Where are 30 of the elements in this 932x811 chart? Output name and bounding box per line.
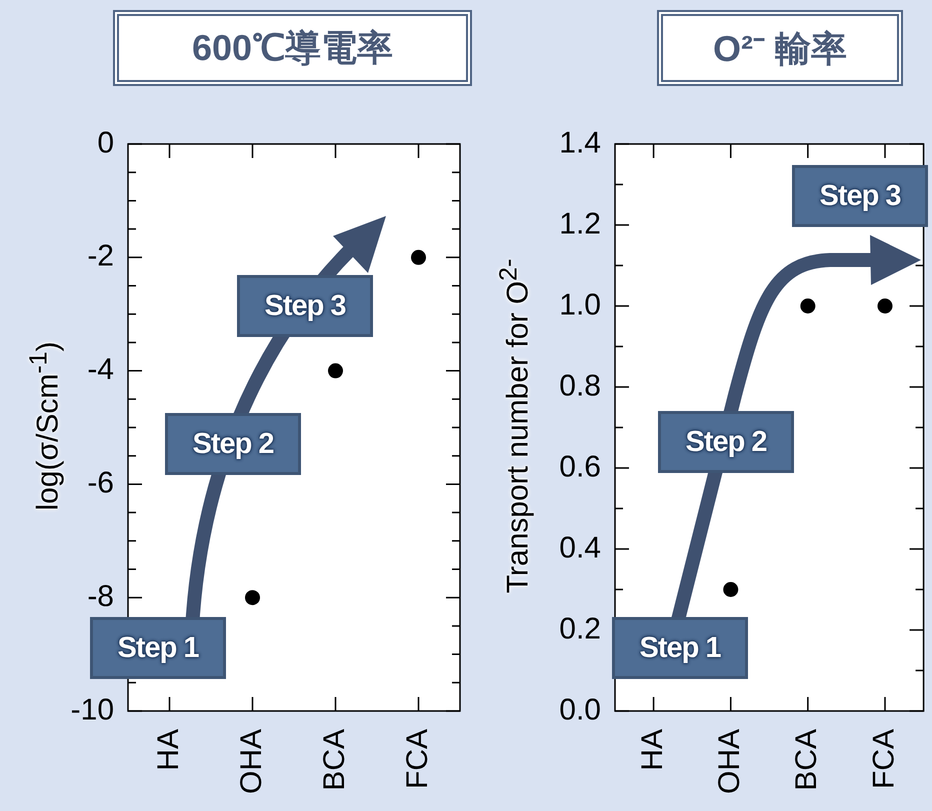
y-tick-label: 0 [97, 126, 114, 160]
x-tick-label: OHA [234, 729, 268, 794]
x-tick-label: FCA [867, 729, 900, 789]
y-tick-label: 0.8 [559, 369, 601, 402]
x-tick-label: BCA [318, 729, 351, 791]
y-tick-label: 0.0 [559, 693, 601, 726]
y-tick-label: 1.0 [559, 288, 601, 322]
y-tick-label: 1.4 [559, 126, 601, 160]
y-tick-label: -6 [87, 466, 114, 500]
annotation: Step 2 [658, 411, 794, 473]
x-tick-label: OHA [712, 729, 746, 794]
annotation: Step 1 [612, 617, 748, 679]
annotation: Step 2 [165, 413, 301, 475]
y-tick-label: 0.6 [559, 450, 601, 484]
y-tick-label: 0.2 [559, 612, 601, 646]
x-tick-label: FCA [400, 729, 434, 789]
chart-title: O²⁻ 輸率 [657, 10, 903, 86]
x-tick-label: BCA [790, 729, 824, 791]
y-tick-label: 1.2 [559, 207, 601, 240]
x-tick-label: HA [636, 729, 669, 771]
y-tick-label: -10 [70, 693, 114, 726]
x-tick-label: HA [152, 729, 185, 771]
annotation: Step 1 [90, 617, 226, 679]
annotation: Step 3 [237, 275, 373, 337]
chart-title: 600℃導電率 [113, 10, 472, 86]
y-tick-label: -8 [87, 580, 114, 613]
y-tick-label: -2 [87, 240, 114, 273]
annotation: Step 3 [792, 165, 928, 227]
y-tick-label: 0.4 [559, 531, 601, 564]
y-tick-label: -4 [87, 353, 114, 386]
